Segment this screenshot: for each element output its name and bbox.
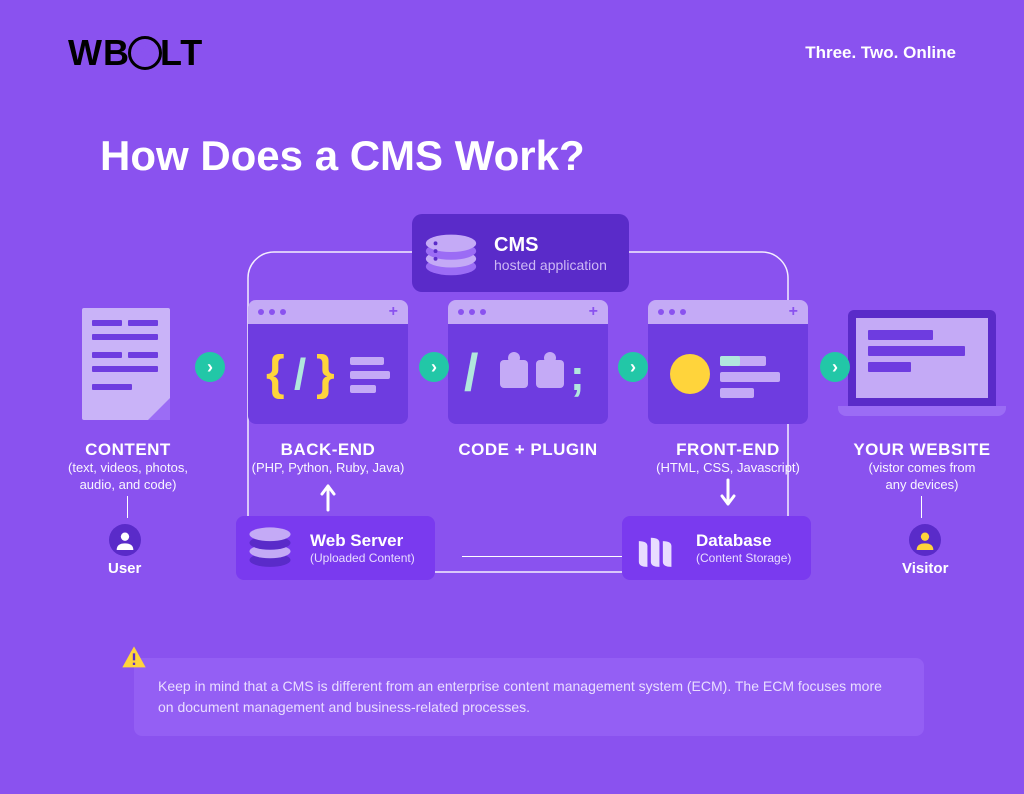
arrow-up-icon (316, 478, 340, 512)
line-2 (921, 496, 922, 518)
layout-icon (658, 342, 798, 406)
svg-text:/: / (464, 344, 478, 402)
frontend-window: + (648, 300, 808, 424)
database-box: Database (Content Storage) (622, 516, 811, 580)
visitor-label: Visitor (902, 560, 948, 577)
chev-3: › (618, 352, 648, 382)
chev-4: › (820, 352, 850, 382)
website-label: YOUR WEBSITE (vistor comes from any devi… (832, 440, 1012, 494)
db-title: Database (696, 531, 791, 551)
svg-text:/: / (294, 350, 306, 399)
backend-label: BACK-END (PHP, Python, Ruby, Java) (228, 440, 428, 477)
logo-b: B (103, 32, 130, 74)
ws-sub: (Uploaded Content) (310, 551, 415, 565)
code-window: + / ; (448, 300, 608, 424)
cms-subtitle: hosted application (494, 257, 607, 273)
backend-window: + { / } (248, 300, 408, 424)
laptop-icon (848, 310, 996, 416)
note-box: Keep in mind that a CMS is different fro… (134, 658, 924, 736)
webserver-box: Web Server (Uploaded Content) (236, 516, 435, 580)
braces-icon: { / } (258, 339, 398, 409)
svg-text:;: ; (570, 351, 585, 400)
visitor-avatar-icon (909, 524, 941, 556)
cms-title: CMS (494, 234, 607, 257)
visitor-block: Visitor (902, 524, 948, 577)
cms-text: CMS hosted application (494, 234, 607, 273)
database-icon (630, 524, 682, 572)
bolt-icon (128, 36, 162, 70)
chev-2: › (419, 352, 449, 382)
server-stack-icon (422, 224, 480, 282)
cms-box: CMS hosted application (412, 214, 629, 292)
logo-lt: LT (160, 32, 203, 74)
slash-puzzle-icon: / ; (458, 342, 598, 406)
code-label: CODE + PLUGIN (438, 440, 618, 460)
warning-icon (120, 644, 148, 672)
arrow-down-icon (716, 478, 740, 512)
note-text: Keep in mind that a CMS is different fro… (158, 678, 882, 715)
line-ws-db (462, 556, 622, 557)
svg-text:{: { (266, 347, 285, 400)
page-title: How Does a CMS Work? (100, 132, 585, 180)
logo-w: W (68, 32, 103, 74)
chev-1: › (195, 352, 225, 382)
content-label: CONTENT (text, videos, photos, audio, an… (48, 440, 208, 494)
user-label: User (108, 560, 141, 577)
user-avatar-icon (109, 524, 141, 556)
logo: W B LT (68, 32, 203, 74)
svg-text:}: } (316, 347, 335, 400)
document-icon (82, 308, 170, 420)
user-block: User (108, 524, 141, 577)
tagline: Three. Two. Online (805, 43, 956, 63)
header: W B LT Three. Two. Online (68, 28, 956, 78)
db-sub: (Content Storage) (696, 551, 791, 565)
ws-title: Web Server (310, 531, 415, 551)
server-icon (244, 524, 296, 572)
frontend-label: FRONT-END (HTML, CSS, Javascript) (638, 440, 818, 477)
line-1 (127, 496, 128, 518)
